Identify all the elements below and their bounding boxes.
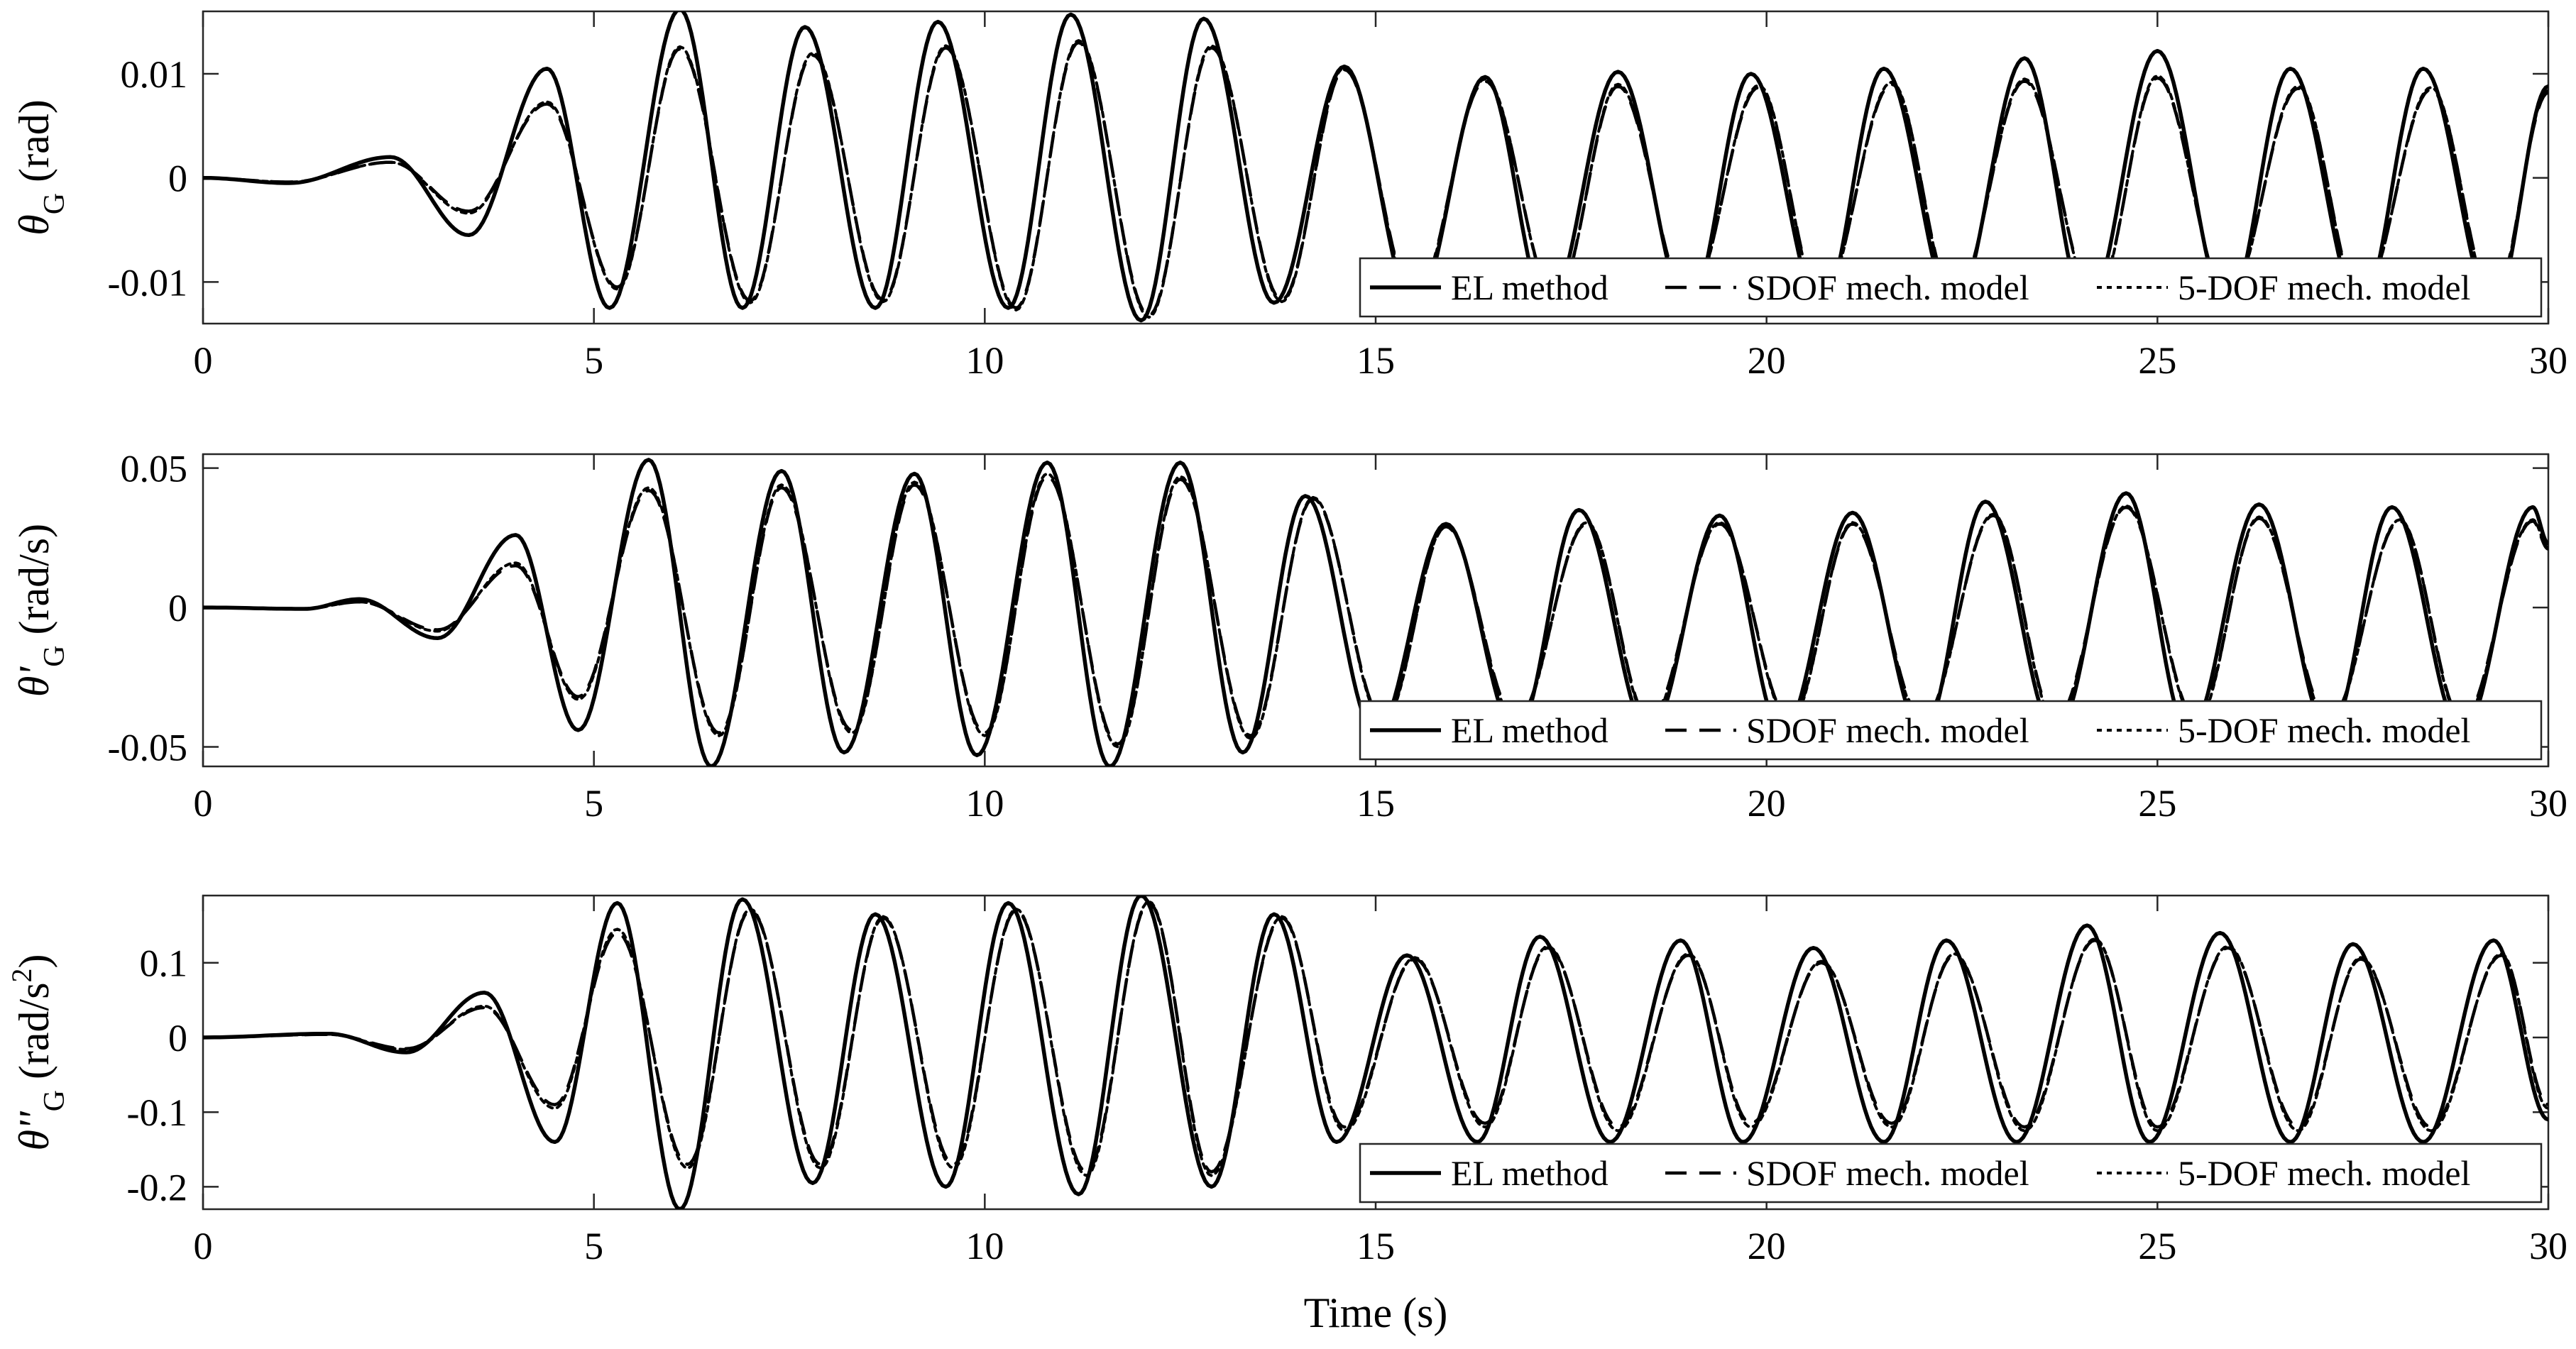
legend: EL method SDOF mech. model 5-DOF mech. mod…: [1359, 257, 2543, 318]
y-tick-label: 0: [168, 158, 187, 200]
y-axis-label-subscript: G: [38, 1090, 71, 1111]
y-axis-label-superscript: 2: [6, 968, 38, 982]
x-tick-label: 10: [965, 339, 1004, 382]
y-axis-label-symbol: θ: [11, 1130, 57, 1150]
legend-entry-label: 5-DOF mech. model: [2178, 710, 2470, 750]
x-tick-label: 0: [194, 1225, 213, 1267]
y-axis-label-subscript: G: [38, 645, 71, 666]
y-axis-label: θ'G (rad/s): [11, 524, 71, 697]
y-tick-label: 0.05: [121, 448, 188, 490]
x-tick-label: 15: [1356, 782, 1395, 825]
legend-entry-label: SDOF mech. model: [1746, 268, 2029, 307]
y-tick-label: -0.1: [127, 1091, 187, 1134]
y-axis-label-symbol: θ: [11, 676, 57, 697]
y-axis-label-unit: (rad/s: [11, 538, 57, 646]
y-axis-label-prime: ': [11, 666, 57, 676]
y-tick-label: -0.01: [108, 261, 187, 304]
y-tick-label: 0.1: [140, 942, 188, 985]
legend-entry-label: EL method: [1451, 710, 1608, 750]
x-tick-label: 15: [1356, 339, 1395, 382]
y-axis-label-close: ): [11, 99, 57, 114]
y-tick-label: 0: [168, 587, 187, 629]
legend-box: [1359, 1142, 2543, 1204]
x-tick-label: 10: [965, 782, 1004, 825]
y-tick-label: -0.2: [127, 1166, 187, 1208]
legend-box: [1359, 700, 2543, 761]
x-tick-label: 0: [194, 782, 213, 825]
legend-entry-label: 5-DOF mech. model: [2178, 1153, 2470, 1193]
legend: EL method SDOF mech. model 5-DOF mech. mod…: [1359, 700, 2543, 761]
y-axis-label-symbol: θ: [11, 214, 57, 235]
x-tick-label: 0: [194, 339, 213, 382]
y-axis-label: θG (rad): [11, 99, 71, 235]
y-axis-label-close: ): [11, 524, 57, 538]
x-tick-label: 25: [2138, 1225, 2176, 1267]
legend-box: [1359, 257, 2543, 318]
x-tick-label: 15: [1356, 1225, 1395, 1267]
x-tick-label: 5: [584, 1225, 603, 1267]
series-line-solid: [203, 896, 2548, 1209]
y-tick-label: 0.01: [121, 53, 188, 96]
x-tick-label: 20: [1748, 339, 1786, 382]
x-tick-label: 25: [2138, 782, 2176, 825]
x-tick-label: 5: [584, 339, 603, 382]
y-tick-label: 0: [168, 1017, 187, 1059]
y-axis-label-unit: (rad/s: [11, 982, 57, 1090]
y-axis-label-prime: '': [11, 1111, 57, 1130]
x-tick-label: 30: [2529, 1225, 2567, 1267]
x-tick-label: 5: [584, 782, 603, 825]
legend-entry-label: SDOF mech. model: [1746, 1153, 2029, 1193]
series-line-dotted: [203, 39, 2548, 319]
legend-entry-label: 5-DOF mech. model: [2178, 268, 2470, 307]
x-tick-label: 25: [2138, 339, 2176, 382]
y-axis-label-unit: (rad: [11, 114, 57, 193]
legend-entry-label: SDOF mech. model: [1746, 710, 2029, 750]
chart-panel-3: 0 5 10 15 20 25 30 -0.2 -0.1 0 0.1 θ''G (rad/s2) Tim…: [6, 894, 2567, 1336]
x-axis-title: Time (s): [1304, 1289, 1448, 1336]
x-tick-label: 10: [965, 1225, 1004, 1267]
x-tick-label: 30: [2529, 782, 2567, 825]
y-axis-label-subscript: G: [38, 193, 71, 214]
x-tick-label: 20: [1748, 782, 1786, 825]
x-tick-label: 20: [1748, 1225, 1786, 1267]
x-tick-label: 30: [2529, 339, 2567, 382]
legend: EL method SDOF mech. model 5-DOF mech. mod…: [1359, 1142, 2543, 1204]
y-tick-label: -0.05: [108, 727, 187, 769]
legend-entry-label: EL method: [1451, 268, 1608, 307]
y-axis-label-close: ): [11, 954, 57, 968]
legend-entry-label: EL method: [1451, 1153, 1608, 1193]
y-axis-label: θ''G (rad/s2): [6, 954, 71, 1150]
series-line-dotted: [203, 900, 2548, 1177]
series-group: [203, 896, 2548, 1209]
